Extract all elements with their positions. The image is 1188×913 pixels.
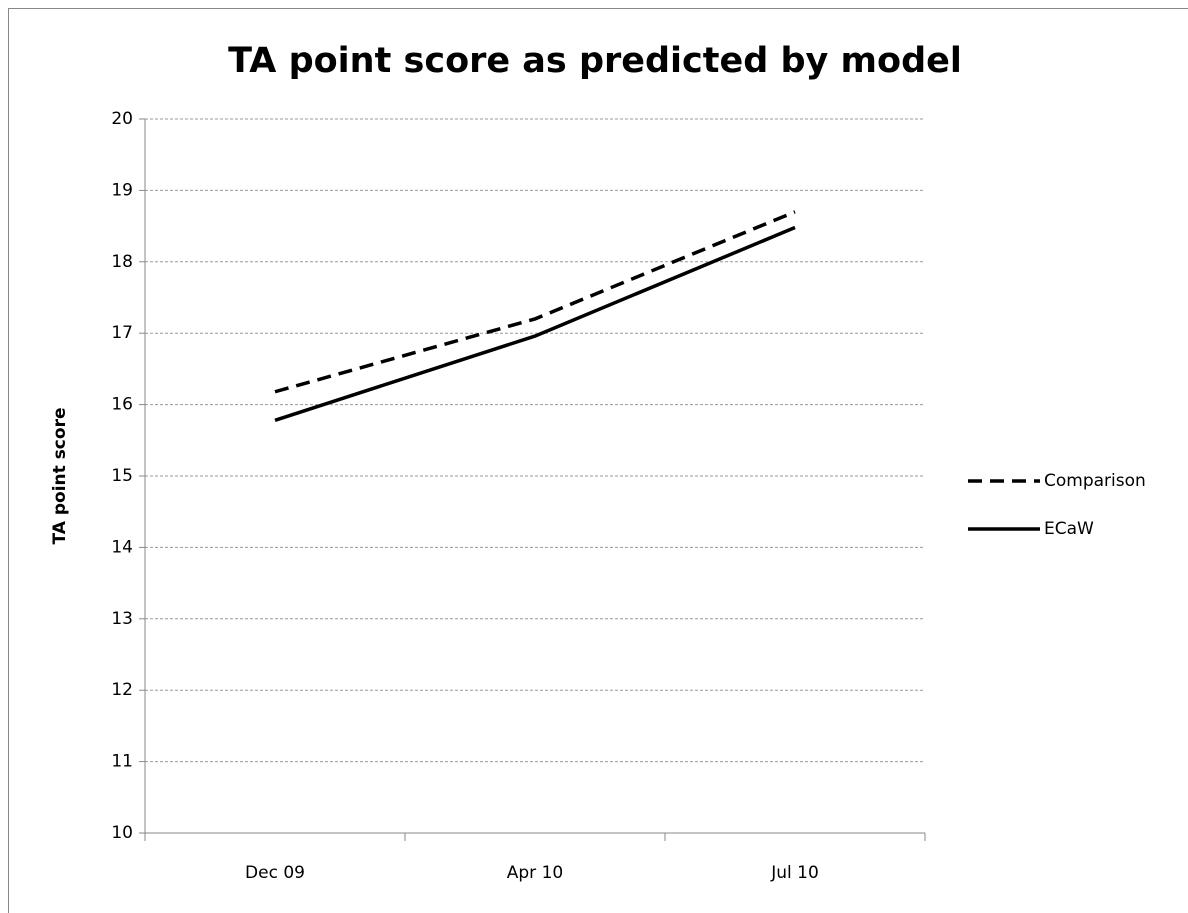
- chart-title: TA point score as predicted by model: [228, 41, 962, 81]
- y-axis-label: TA point score: [50, 408, 70, 545]
- y-tick-label: 17: [111, 323, 133, 343]
- y-tick-label: 10: [111, 823, 133, 843]
- y-tick-label: 14: [111, 537, 133, 557]
- y-tick-label: 15: [111, 466, 133, 486]
- y-tick-label: 18: [111, 252, 133, 272]
- y-tick-label: 12: [111, 680, 133, 700]
- y-tick-label: 13: [111, 609, 133, 629]
- x-tick-label: Apr 10: [507, 863, 563, 883]
- y-tick-label: 16: [111, 395, 133, 415]
- y-tick-label: 11: [111, 752, 133, 772]
- x-tick-label: Dec 09: [245, 863, 305, 883]
- y-tick-label: 20: [111, 109, 133, 129]
- legend-label: ECaW: [1044, 519, 1094, 539]
- series-line: [274, 210, 796, 394]
- y-tick-label: 19: [111, 180, 133, 200]
- legend-label: Comparison: [1044, 471, 1146, 491]
- x-tick-label: Jul 10: [770, 863, 819, 883]
- series-line: [274, 225, 796, 422]
- chart-border: [8, 8, 1188, 913]
